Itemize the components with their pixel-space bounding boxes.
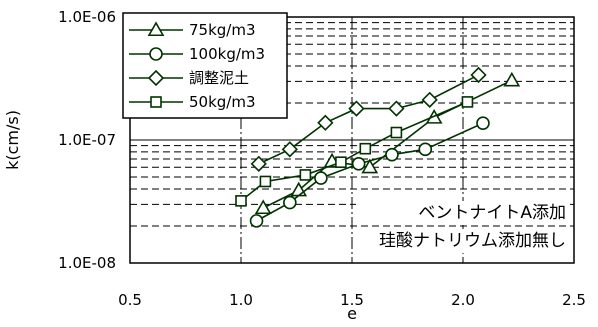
x-tick-label: 0.5 <box>118 291 142 309</box>
x-tick-label: 2.5 <box>562 291 586 309</box>
legend-marker <box>149 47 163 61</box>
series-layer <box>235 66 521 228</box>
data-point <box>421 91 438 108</box>
x-tick-label: 1.5 <box>340 291 364 309</box>
y-tick-labels: 1.0E-06 1.0E-07 1.0E-08 <box>58 8 116 272</box>
legend-entry: 50kg/m3 <box>189 93 256 111</box>
data-point <box>418 142 433 157</box>
plot-frame <box>129 16 575 264</box>
y-tick-label: 1.0E-07 <box>58 131 116 149</box>
data-point <box>361 158 379 174</box>
data-point <box>470 66 487 84</box>
x-axis-title: e <box>347 304 357 323</box>
data-point <box>317 114 334 131</box>
x-tick-labels: 0.5 1.0 1.5 2.0 2.5 <box>118 291 586 309</box>
data-point <box>388 100 405 117</box>
data-point <box>283 195 297 210</box>
legend-entry: 100kg/m3 <box>189 45 265 63</box>
data-point <box>503 71 521 87</box>
data-point <box>235 195 247 207</box>
data-point <box>348 100 365 117</box>
data-point <box>259 175 272 188</box>
annotation-bg <box>356 229 568 253</box>
series-triangle <box>254 71 521 215</box>
legend: 75kg/m3 100kg/m3 調整泥土 50kg/m3 <box>122 12 288 119</box>
annotation-bg <box>356 201 568 225</box>
legend-marker <box>150 96 162 108</box>
data-point <box>390 126 403 139</box>
data-point <box>249 214 264 228</box>
data-point <box>385 147 399 162</box>
data-point <box>359 142 372 155</box>
data-point <box>314 171 328 185</box>
data-point <box>461 96 474 108</box>
data-point <box>299 169 312 181</box>
legend-entry: 75kg/m3 <box>189 21 256 39</box>
legend-marker <box>147 69 165 87</box>
grid <box>130 17 574 263</box>
legend-marker <box>147 21 165 37</box>
data-point <box>476 116 490 130</box>
data-point <box>281 141 298 158</box>
annotation-text: ベントナイトA添加 <box>418 203 566 223</box>
series-diamond <box>250 66 487 172</box>
y-tick-label: 1.0E-08 <box>58 254 116 272</box>
series-square <box>235 96 474 207</box>
y-tick-label: 1.0E-06 <box>58 8 116 26</box>
data-point <box>335 156 347 168</box>
series-circle <box>249 116 490 228</box>
data-point <box>254 199 272 215</box>
x-tick-label: 1.0 <box>229 291 253 309</box>
y-axis-title: k(cm/s) <box>3 110 22 170</box>
annotation-text: 珪酸ナトリウム添加無し <box>379 231 566 251</box>
legend-entry: 調整泥土 <box>189 69 249 87</box>
x-tick-label: 2.0 <box>451 291 475 309</box>
data-point <box>250 155 267 172</box>
data-point <box>351 157 366 171</box>
